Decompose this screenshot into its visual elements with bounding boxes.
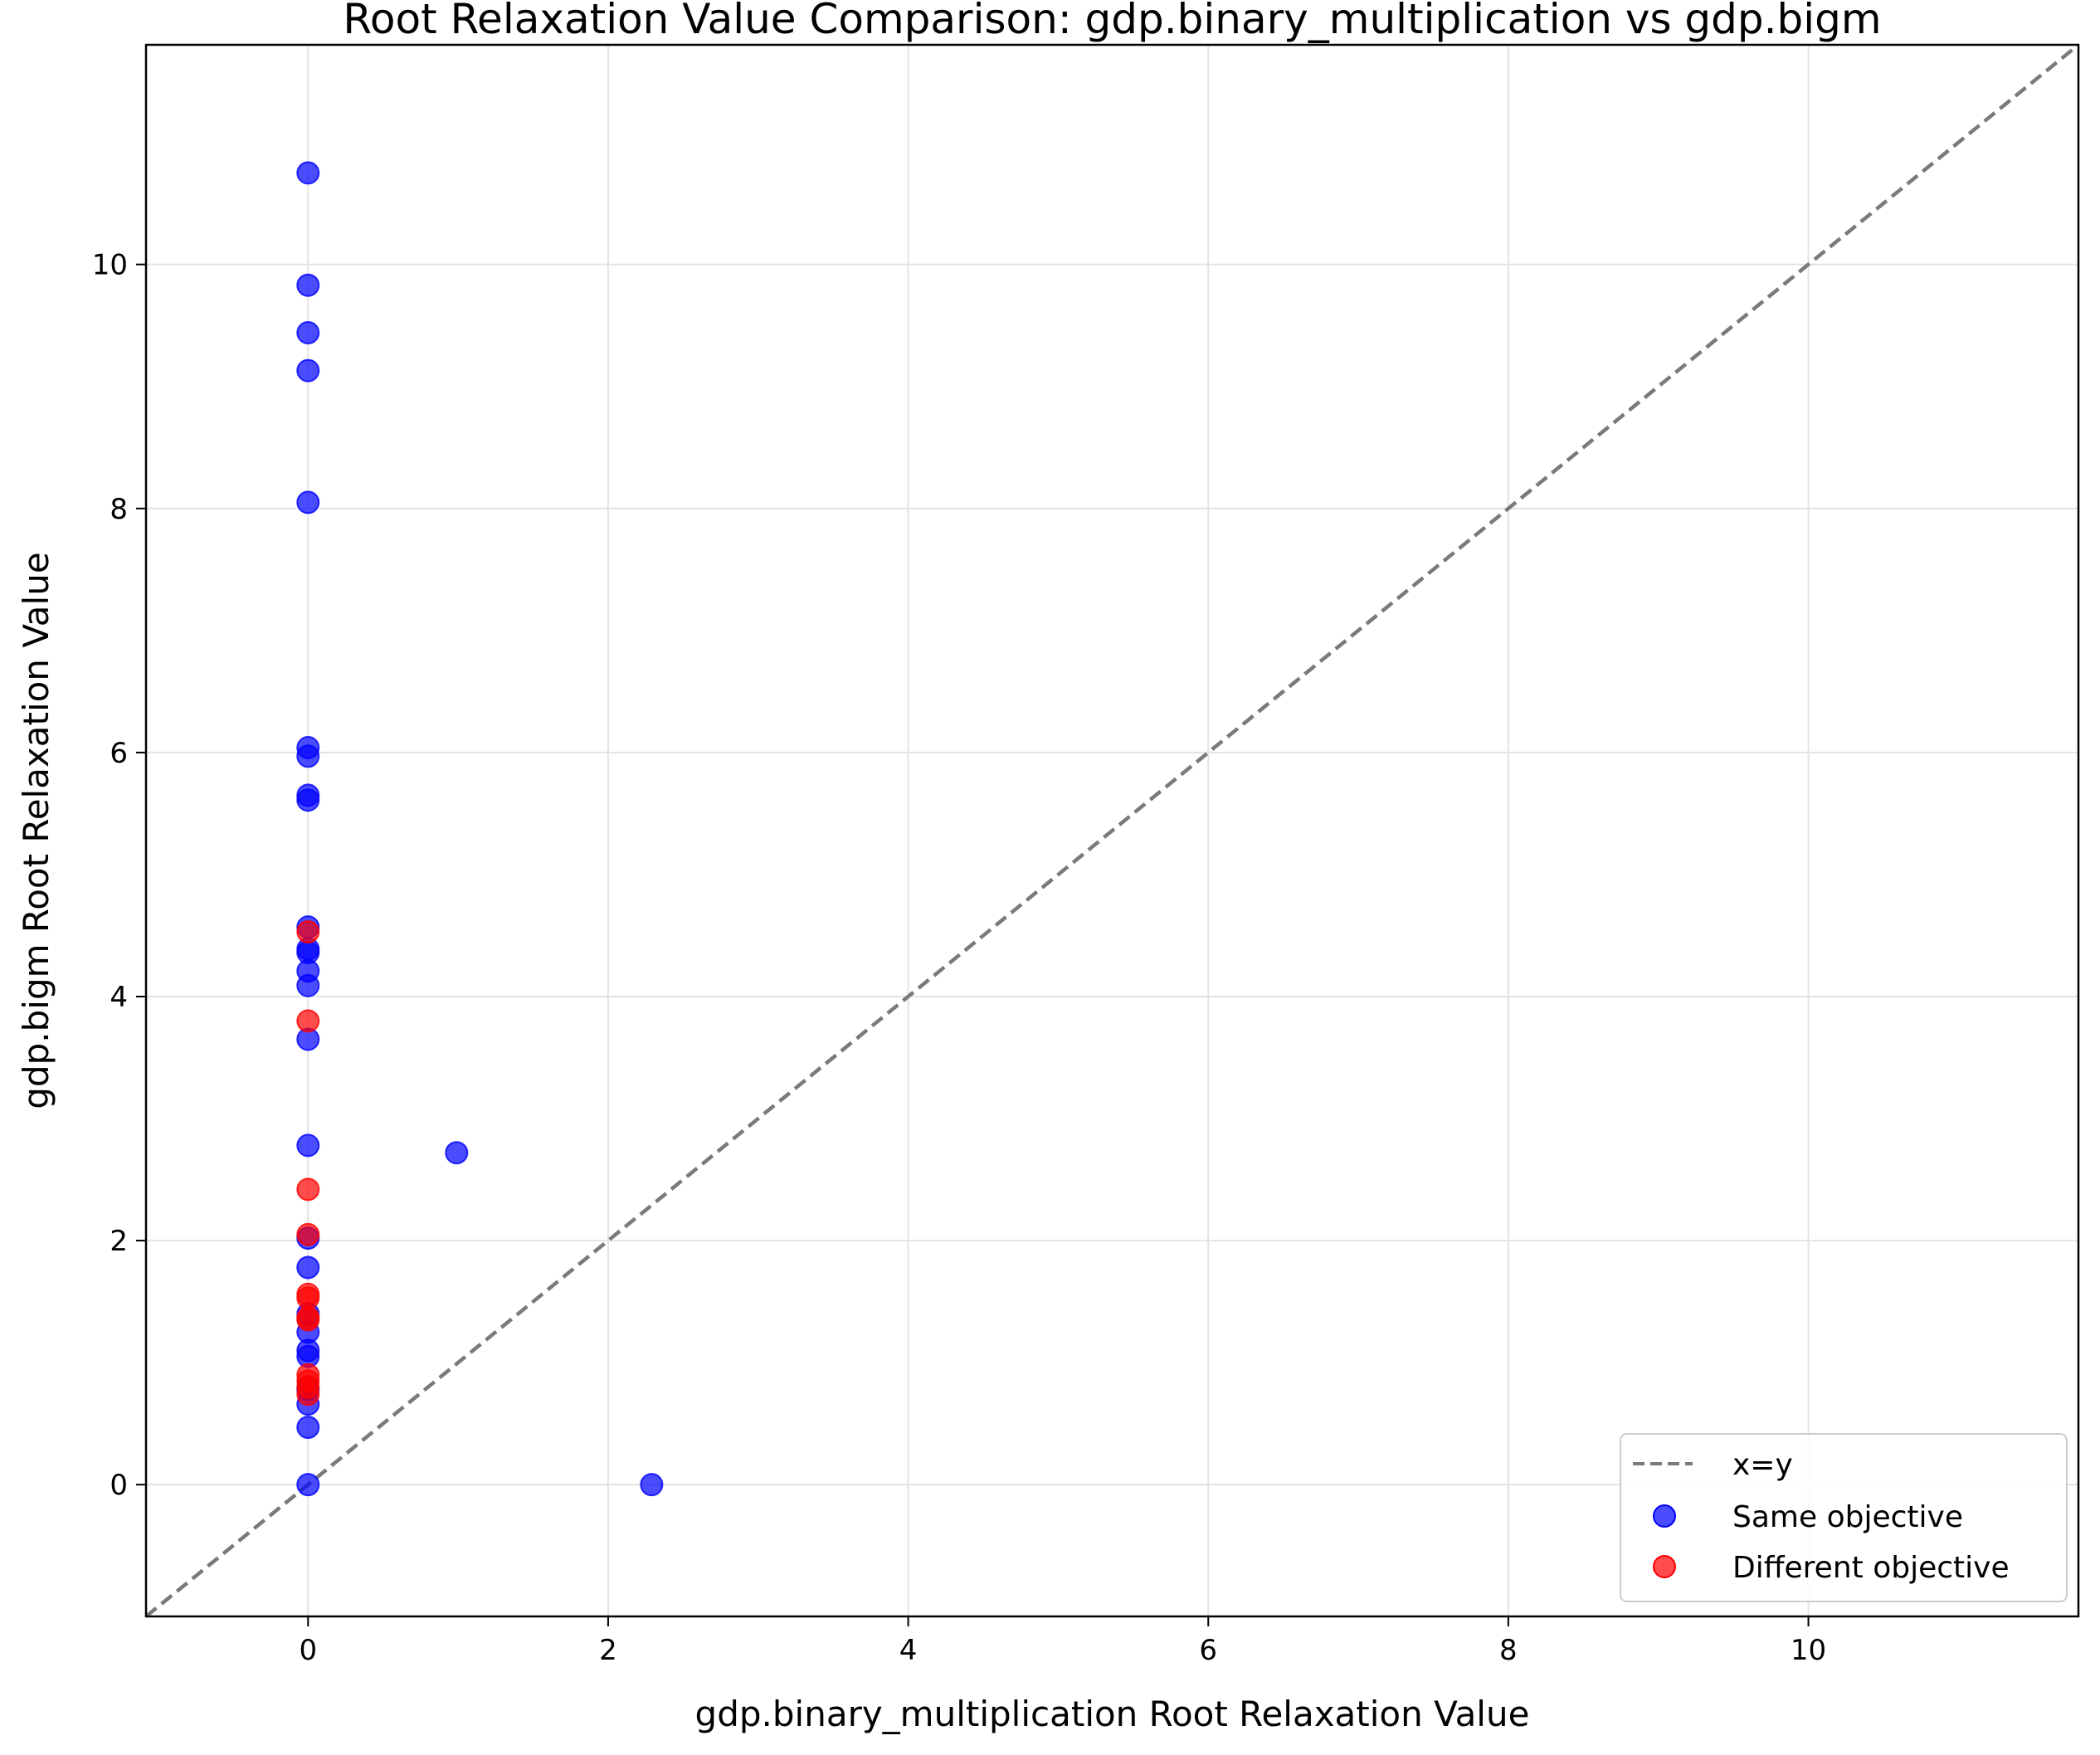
legend-label-xy: x=y (1732, 1448, 1793, 1482)
same-objective-point (296, 973, 320, 997)
data-points (296, 161, 664, 1497)
x-tick-label: 4 (899, 1634, 918, 1667)
different-objective-point (296, 1222, 320, 1246)
different-objective-point (296, 1009, 320, 1033)
same-objective-point (296, 1133, 320, 1158)
reference-line-layer (144, 43, 2080, 1618)
same-objective-point (296, 358, 320, 383)
y-tick-label: 8 (110, 493, 128, 526)
legend: x=y Same objective Different objective (1620, 1433, 2068, 1602)
y-tick-label: 0 (110, 1469, 128, 1502)
different-objective-point (296, 1382, 320, 1406)
axis-ticks: 0 2 4 6 8 10 0 2 4 6 8 10 (92, 249, 1826, 1667)
legend-marker-different-objective (1653, 1555, 1676, 1578)
y-tick-label: 6 (110, 737, 128, 770)
y-tick-label: 2 (110, 1225, 128, 1258)
grid-lines (146, 45, 2078, 1616)
legend-marker-same-objective (1653, 1504, 1676, 1528)
same-objective-point (445, 1141, 469, 1165)
same-objective-point (296, 273, 320, 297)
same-objective-point (296, 1416, 320, 1440)
different-objective-point (296, 920, 320, 944)
same-objective-point (296, 1473, 320, 1497)
x-tick-label: 10 (1791, 1634, 1826, 1667)
different-objective-point (296, 1177, 320, 1202)
chart-title: Root Relaxation Value Comparison: gdp.bi… (343, 0, 1881, 43)
same-objective-point (296, 1255, 320, 1280)
y-tick-label: 4 (110, 981, 128, 1014)
legend-label-different-objective: Different objective (1732, 1551, 2010, 1585)
x-tick-label: 0 (299, 1634, 317, 1667)
different-objective-point (296, 1286, 320, 1310)
reference-line-xy (144, 43, 2080, 1618)
x-axis-label: gdp.binary_multiplication Root Relaxatio… (695, 1694, 1530, 1734)
same-objective-point (296, 321, 320, 345)
same-objective-point (296, 161, 320, 185)
same-objective-point (296, 490, 320, 514)
legend-box (1620, 1433, 2068, 1602)
same-objective-point (296, 788, 320, 812)
legend-label-same-objective: Same objective (1732, 1500, 1963, 1534)
same-objective-point (296, 744, 320, 768)
same-objective-point (640, 1473, 664, 1497)
x-tick-label: 8 (1499, 1634, 1518, 1667)
x-tick-label: 6 (1199, 1634, 1217, 1667)
x-tick-label: 2 (599, 1634, 617, 1667)
different-objective-point (296, 1308, 320, 1332)
plot-frame (144, 43, 2080, 1618)
y-axis-label: gdp.bigm Root Relaxation Value (16, 552, 56, 1109)
y-tick-label: 10 (92, 249, 128, 282)
